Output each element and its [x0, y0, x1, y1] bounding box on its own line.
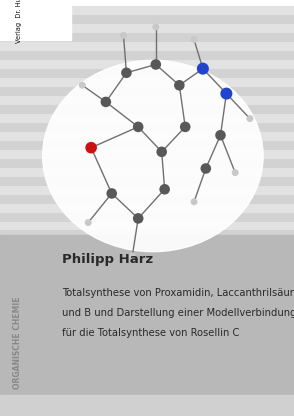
Point [153, 24, 158, 30]
Point [103, 99, 108, 105]
Point [124, 69, 129, 76]
Point [183, 124, 188, 130]
Point [130, 253, 135, 259]
Point [80, 82, 85, 89]
Bar [0, 141, 294, 150]
Point [233, 169, 238, 176]
Point [224, 90, 229, 97]
Text: Philipp Harz: Philipp Harz [62, 253, 153, 267]
Bar [0, 132, 294, 141]
Point [177, 82, 182, 89]
Bar [0, 114, 294, 123]
Bar [0, 203, 294, 213]
Text: ORGANISCHE CHEMIE: ORGANISCHE CHEMIE [13, 297, 21, 389]
Point [218, 132, 223, 139]
Bar [0, 221, 294, 230]
Ellipse shape [43, 60, 263, 252]
Point [89, 144, 93, 151]
Bar [0, 168, 294, 177]
Bar [0, 150, 294, 159]
Bar [0, 87, 294, 96]
Bar [0, 177, 294, 186]
Point [121, 32, 126, 39]
Point [201, 65, 205, 72]
Bar [0, 275, 294, 284]
Bar [0, 186, 294, 195]
Point [109, 190, 114, 197]
Bar [0, 235, 294, 416]
Bar [0, 213, 294, 221]
Bar [0, 159, 294, 168]
Point [192, 198, 196, 205]
Bar [0, 195, 294, 203]
Point [192, 36, 196, 43]
Point [153, 61, 158, 68]
Point [159, 149, 164, 155]
Bar [0, 395, 294, 416]
Text: für die Totalsynthese von Rosellin C: für die Totalsynthese von Rosellin C [62, 328, 239, 338]
Bar [0, 51, 294, 60]
Text: und B und Darstellung einer Modellverbindung: und B und Darstellung einer Modellverbin… [62, 308, 294, 318]
Point [203, 165, 208, 172]
Bar [0, 105, 294, 114]
Bar [0, 123, 294, 132]
Bar [0, 2, 71, 40]
Bar [0, 69, 294, 78]
Point [86, 219, 91, 226]
Bar [0, 33, 294, 42]
Bar [0, 284, 294, 293]
Bar [0, 15, 294, 24]
Bar [0, 240, 294, 248]
Bar [0, 230, 294, 240]
Bar [0, 96, 294, 105]
Point [162, 186, 167, 193]
Point [136, 124, 141, 130]
Bar [0, 248, 294, 258]
Bar [0, 258, 294, 266]
Point [136, 215, 141, 222]
Text: Verlag  Dr. Hut: Verlag Dr. Hut [16, 0, 22, 43]
Bar [0, 24, 294, 33]
Bar [0, 266, 294, 275]
Bar [0, 42, 294, 51]
Point [248, 115, 252, 122]
Bar [0, 60, 294, 69]
Text: Totalsynthese von Proxamidin, Laccanthrilsäure A: Totalsynthese von Proxamidin, Laccanthri… [62, 288, 294, 298]
Bar [0, 78, 294, 87]
Bar [0, 6, 294, 15]
